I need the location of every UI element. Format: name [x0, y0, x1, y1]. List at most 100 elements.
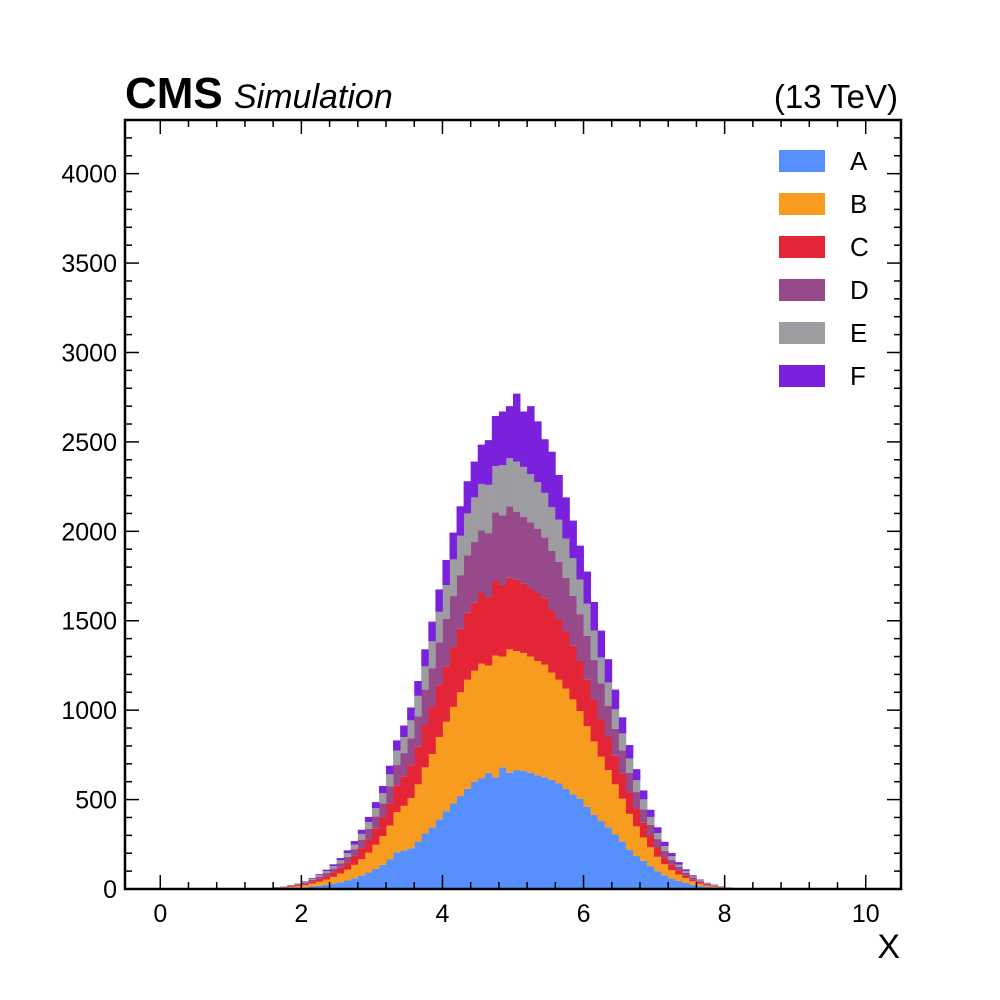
bar-E-47 [604, 682, 613, 706]
bar-F-55 [661, 841, 669, 847]
bar-D-42 [569, 595, 577, 646]
bar-C-11 [350, 855, 359, 865]
bar-D-18 [400, 753, 408, 777]
bar-B-19 [407, 798, 415, 849]
bar-B-46 [597, 756, 606, 822]
experiment-label: CMS [125, 69, 223, 118]
bar-A-30 [484, 772, 493, 889]
bar-D-45 [590, 660, 599, 700]
bar-C-24 [442, 666, 450, 722]
bar-A-35 [520, 770, 528, 889]
bar-D-24 [442, 618, 450, 667]
bar-D-48 [611, 728, 620, 756]
bar-C-26 [456, 628, 465, 693]
bar-F-44 [583, 571, 591, 604]
bar-C-25 [449, 647, 457, 707]
bar-B-51 [632, 826, 641, 856]
bar-C-14 [371, 828, 380, 845]
bar-E-49 [618, 733, 627, 751]
bar-D-35 [520, 517, 528, 584]
bar-E-17 [393, 750, 401, 765]
bar-F-8 [329, 864, 338, 867]
bar-C-4 [301, 883, 309, 886]
bar-C-21 [421, 724, 429, 768]
legend-item-A: A [779, 146, 868, 176]
bar-C-57 [675, 870, 683, 875]
bar-A-50 [625, 849, 634, 889]
bar-D-56 [668, 859, 676, 865]
bar-D-21 [421, 689, 429, 725]
legend-item-E: E [779, 318, 867, 348]
bar-C-38 [541, 598, 549, 665]
series-B [273, 649, 747, 889]
bar-C-35 [520, 583, 528, 653]
bar-F-18 [400, 725, 408, 737]
bar-B-39 [548, 672, 556, 780]
bar-E-38 [541, 492, 549, 538]
bar-B-60 [696, 883, 704, 887]
bar-E-30 [484, 484, 493, 534]
bar-C-40 [555, 618, 563, 680]
bar-B-12 [357, 859, 366, 876]
bar-C-8 [329, 872, 338, 877]
bar-C-3 [294, 885, 302, 887]
bar-B-30 [484, 665, 493, 773]
bar-E-5 [308, 878, 316, 880]
bar-B-7 [322, 879, 330, 885]
bar-D-60 [696, 881, 704, 883]
bar-C-62 [710, 885, 718, 887]
bar-F-53 [647, 809, 655, 817]
bar-A-23 [435, 819, 443, 889]
bar-A-34 [513, 770, 521, 889]
bar-C-52 [639, 822, 648, 838]
bar-C-2 [287, 886, 295, 888]
bar-A-7 [322, 884, 330, 889]
bar-B-8 [329, 876, 338, 884]
y-tick-label: 3000 [61, 339, 117, 367]
plot-frame [123, 118, 903, 891]
bar-E-6 [315, 875, 323, 877]
bar-B-48 [611, 784, 620, 835]
bar-A-19 [407, 848, 415, 889]
bar-C-37 [534, 593, 542, 661]
bar-D-50 [625, 772, 634, 793]
bar-C-53 [647, 835, 655, 848]
bar-D-23 [435, 642, 443, 686]
legend-label: F [850, 361, 866, 391]
bar-E-56 [668, 856, 676, 860]
bar-C-10 [343, 862, 352, 870]
bar-D-51 [632, 792, 641, 809]
bar-C-27 [463, 612, 472, 680]
bar-D-7 [322, 873, 330, 876]
bar-D-20 [414, 716, 422, 747]
bar-F-51 [632, 769, 641, 781]
bar-B-44 [583, 726, 591, 807]
y-tick-label: 1000 [61, 697, 117, 725]
bar-A-49 [618, 841, 627, 889]
x-tick-label: 10 [852, 900, 880, 928]
bar-F-14 [371, 802, 380, 809]
bar-C-33 [505, 577, 514, 650]
bar-D-33 [505, 506, 514, 578]
bar-D-41 [562, 577, 570, 632]
bar-F-21 [421, 649, 429, 667]
bar-D-54 [654, 839, 662, 848]
bar-B-2 [287, 887, 295, 889]
bar-B-52 [639, 837, 648, 861]
bar-F-37 [534, 421, 542, 483]
bar-C-32 [498, 584, 507, 657]
bar-D-58 [682, 872, 690, 876]
bar-D-12 [357, 839, 366, 849]
bar-A-59 [689, 884, 697, 889]
bar-E-9 [336, 860, 345, 864]
x-tick-label: 4 [436, 900, 450, 928]
bar-D-9 [336, 863, 345, 868]
bar-C-54 [654, 847, 662, 857]
bar-E-12 [357, 833, 366, 840]
bar-E-18 [400, 736, 408, 754]
bar-F-4 [301, 881, 309, 882]
bar-A-24 [442, 811, 450, 889]
bar-D-5 [308, 879, 316, 882]
bar-F-43 [576, 545, 584, 580]
